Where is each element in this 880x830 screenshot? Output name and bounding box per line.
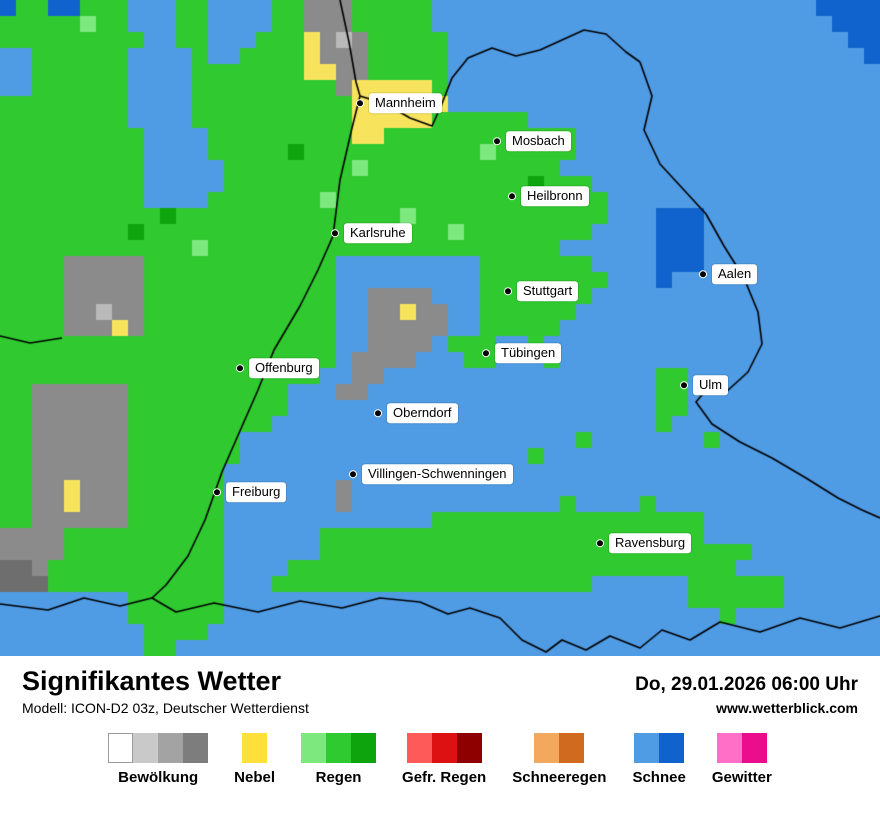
city-label: Ulm: [693, 375, 729, 395]
legend-swatch: [326, 733, 352, 763]
legend-swatch: [659, 733, 685, 763]
legend-swatches: [534, 733, 585, 763]
legend-group-schneeregen: Schneeregen: [512, 733, 606, 786]
city-dot: [356, 99, 364, 107]
city-label: Mannheim: [369, 93, 442, 113]
legend-label: Schnee: [632, 769, 686, 786]
legend-swatch: [108, 733, 134, 763]
legend-swatch: [242, 733, 268, 763]
city-dot: [508, 192, 516, 200]
city-dot: [236, 364, 244, 372]
legend-swatch: [716, 733, 742, 763]
legend-swatches: [716, 733, 767, 763]
footer-model-row: Modell: ICON-D2 03z, Deutscher Wetterdie…: [22, 700, 858, 716]
city-label: Villingen-Schwenningen: [362, 464, 513, 484]
legend-swatches: [301, 733, 377, 763]
legend-swatch: [534, 733, 560, 763]
footer-panel: Signifikantes Wetter Do, 29.01.2026 06:0…: [0, 656, 880, 830]
city-dot: [374, 409, 382, 417]
city-label: Tübingen: [495, 343, 562, 363]
legend-label: Bewölkung: [118, 769, 199, 786]
city-dot: [482, 349, 490, 357]
city-dot: [349, 470, 357, 478]
city-dot: [699, 270, 707, 278]
city-marker-mosbach: Mosbach: [493, 131, 571, 151]
legend-swatch: [406, 733, 432, 763]
city-dot: [504, 287, 512, 295]
legend-label: Regen: [315, 769, 362, 786]
city-dot: [331, 229, 339, 237]
legend-swatch: [133, 733, 159, 763]
city-marker-stuttgart: Stuttgart: [504, 281, 579, 301]
city-dot: [680, 381, 688, 389]
legend-swatches: [108, 733, 209, 763]
city-label: Ravensburg: [609, 533, 692, 553]
city-marker-oberndorf: Oberndorf: [374, 403, 458, 423]
legend-group-regen: Regen: [301, 733, 377, 786]
legend: Bewölkung Nebel Regen Gefr. Regen Schneerege…: [22, 733, 858, 786]
city-label: Freiburg: [226, 482, 287, 502]
city-label: Oberndorf: [387, 403, 458, 423]
city-marker-ravensburg: Ravensburg: [596, 533, 692, 553]
city-label: Karlsruhe: [344, 223, 412, 243]
legend-swatch: [741, 733, 767, 763]
legend-swatch: [431, 733, 457, 763]
legend-label: Gewitter: [711, 769, 772, 786]
legend-group-gefr-regen: Gefr. Regen: [402, 733, 486, 786]
legend-group-schnee: Schnee: [632, 733, 686, 786]
legend-swatches: [634, 733, 685, 763]
page-title: Signifikantes Wetter: [22, 666, 282, 696]
city-marker-karlsruhe: Karlsruhe: [331, 223, 412, 243]
city-label: Heilbronn: [521, 186, 589, 206]
legend-label: Gefr. Regen: [402, 769, 487, 786]
city-label: Offenburg: [249, 358, 319, 378]
legend-label: Nebel: [234, 769, 276, 786]
city-label: Stuttgart: [517, 281, 579, 301]
legend-label: Schneeregen: [512, 769, 607, 786]
legend-swatch: [183, 733, 209, 763]
city-label: Mosbach: [506, 131, 571, 151]
city-dot: [596, 539, 604, 547]
city-marker-heilbronn: Heilbronn: [508, 186, 589, 206]
city-marker-villingen-schwenningen: Villingen-Schwenningen: [349, 464, 513, 484]
legend-swatches: [406, 733, 482, 763]
legend-swatch: [158, 733, 184, 763]
legend-swatch: [634, 733, 660, 763]
legend-swatches: [242, 733, 268, 763]
city-marker-offenburg: Offenburg: [236, 358, 319, 378]
legend-group-gewitter: Gewitter: [712, 733, 772, 786]
city-dot: [493, 137, 501, 145]
legend-swatch: [301, 733, 327, 763]
city-marker-ulm: Ulm: [680, 375, 729, 395]
city-marker-freiburg: Freiburg: [213, 482, 287, 502]
city-marker-mannheim: Mannheim: [356, 93, 442, 113]
legend-swatch: [559, 733, 585, 763]
forecast-datetime: Do, 29.01.2026 06:00 Uhr: [635, 674, 858, 695]
legend-group-nebel: Nebel: [234, 733, 275, 786]
city-dot: [213, 488, 221, 496]
website-url: www.wetterblick.com: [716, 700, 858, 716]
footer-title-row: Signifikantes Wetter Do, 29.01.2026 06:0…: [22, 666, 858, 697]
model-info: Modell: ICON-D2 03z, Deutscher Wetterdie…: [22, 700, 309, 716]
legend-swatch: [351, 733, 377, 763]
city-marker-aalen: Aalen: [699, 264, 758, 284]
legend-swatch: [456, 733, 482, 763]
legend-group-bewölkung: Bewölkung: [108, 733, 209, 786]
city-label: Aalen: [712, 264, 758, 284]
city-marker-tübingen: Tübingen: [482, 343, 562, 363]
city-labels-layer: Mannheim Mosbach Heilbronn Karlsruhe Aalen St…: [213, 93, 758, 553]
